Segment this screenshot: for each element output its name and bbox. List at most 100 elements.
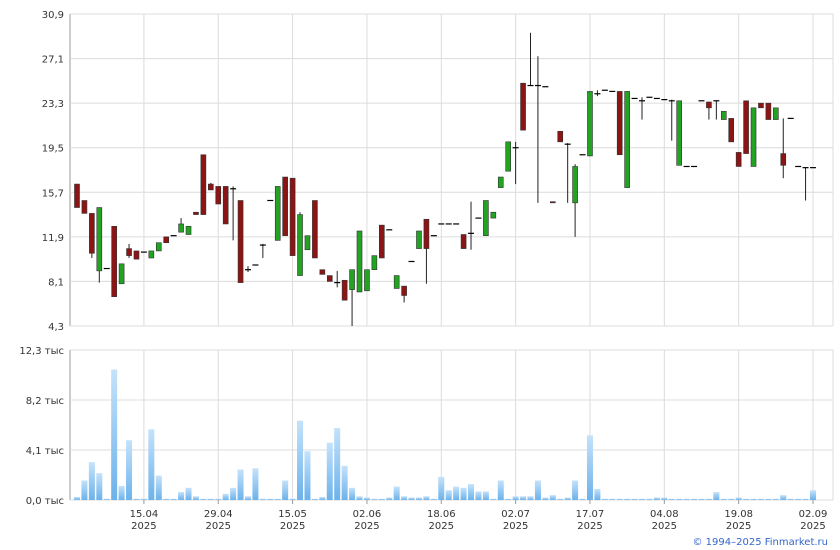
candle-body: [557, 130, 564, 143]
volume-bar: [438, 476, 445, 500]
candle-body: [133, 250, 140, 260]
volume-bar: [111, 369, 118, 500]
candle-body: [126, 248, 132, 256]
candle-body: [222, 186, 229, 225]
volume-bar: [415, 497, 422, 500]
volume-bar: [378, 498, 385, 500]
volume-bar: [579, 498, 586, 500]
volume-bar: [349, 487, 356, 500]
volume-bar: [720, 498, 727, 500]
candle-body: [349, 269, 355, 290]
candle-body: [274, 186, 281, 241]
y-tick-label: 8,1: [48, 277, 64, 288]
volume-bar: [126, 440, 133, 500]
candle-body: [676, 100, 682, 166]
volume-bar: [341, 465, 348, 500]
volume-bar: [356, 496, 363, 500]
candle-body: [89, 213, 95, 254]
x-tick-label: 02.07 2025: [501, 509, 530, 532]
y-tick-label: 12,3 тыс: [19, 346, 64, 357]
volume-bar: [408, 497, 415, 500]
candle-body: [208, 183, 214, 191]
x-tick-label: 15.04 2025: [130, 509, 159, 532]
candle-body: [483, 200, 489, 236]
volume-bar: [445, 490, 452, 500]
volume-bar: [631, 498, 638, 500]
volume-bar: [88, 462, 95, 500]
volume-bar: [564, 497, 571, 500]
candle-body: [326, 275, 333, 282]
candle-body: [416, 230, 422, 249]
volume-bar: [133, 498, 140, 500]
volume-bar: [178, 492, 185, 500]
volume-bar: [646, 498, 653, 500]
candle-body: [178, 223, 184, 233]
volume-bar: [713, 492, 720, 500]
volume-bar: [765, 498, 772, 500]
volume-bar: [557, 498, 564, 500]
volume-bar: [787, 498, 794, 500]
volume-bar: [215, 498, 222, 500]
volume-bar: [624, 498, 631, 500]
volume-bar: [691, 498, 698, 500]
candle-body: [624, 91, 630, 188]
volume-bar: [705, 498, 712, 500]
candle-body: [379, 224, 385, 259]
y-tick-label: 27,1: [42, 55, 64, 66]
volume-bar: [259, 498, 266, 500]
candle-body: [237, 200, 244, 283]
candle-body: [319, 269, 326, 275]
candle-body: [587, 91, 593, 157]
volume-bar: [319, 496, 326, 500]
volume-bar: [520, 496, 527, 500]
volume-bar: [401, 496, 408, 500]
volume-bar: [497, 480, 504, 500]
volume-bar: [207, 498, 214, 500]
volume-bar: [661, 497, 668, 500]
x-tick-label: 04.08 2025: [650, 509, 679, 532]
volume-bar: [735, 497, 742, 500]
volume-bar: [81, 480, 88, 500]
volume-bar: [698, 498, 705, 500]
volume-bar: [311, 498, 318, 500]
volume-bar: [795, 498, 802, 500]
volume-bar: [586, 435, 593, 500]
candle-body: [74, 183, 80, 208]
candle-body: [549, 201, 556, 204]
volume-bar: [490, 498, 497, 500]
candle-body: [497, 176, 504, 188]
volume-bar: [222, 493, 229, 500]
volume-bar: [163, 498, 170, 500]
volume-bar: [780, 495, 787, 500]
candle-body: [200, 154, 207, 215]
volume-bar: [616, 498, 623, 500]
candle-body: [111, 226, 117, 297]
candle-body: [401, 285, 407, 296]
candle-body: [758, 102, 764, 109]
volume-bar: [170, 498, 177, 500]
candle-body: [341, 279, 348, 301]
volume-bar: [118, 485, 125, 500]
candle-body: [423, 218, 430, 249]
candle-body: [356, 230, 363, 293]
volume-bar: [549, 495, 556, 500]
copyright: © 1994–2025 Finmarket.ru: [692, 537, 828, 548]
volume-bar: [772, 498, 779, 500]
volume-bar: [252, 468, 259, 500]
x-tick-label: 02.06 2025: [353, 509, 382, 532]
volume-bar: [750, 498, 757, 500]
candle-body: [750, 107, 757, 167]
volume-bar: [609, 498, 616, 500]
candle-body: [616, 91, 623, 156]
y-tick-label: 0,0 тыс: [26, 496, 64, 507]
y-tick-label: 11,9: [42, 233, 64, 244]
volume-bar: [244, 496, 251, 500]
candle-body: [505, 141, 511, 172]
candle-body: [520, 82, 526, 131]
candle-body: [193, 211, 199, 215]
y-tick-label: 19,5: [42, 144, 64, 155]
y-tick-label: 23,3: [42, 99, 64, 110]
candle-body: [304, 235, 311, 251]
